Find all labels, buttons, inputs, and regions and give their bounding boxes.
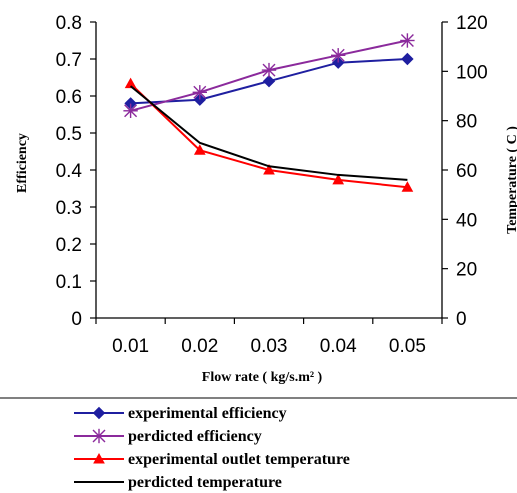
- data-point-0: [401, 52, 414, 66]
- x-tick-label: 0.05: [389, 336, 426, 357]
- legend-marker-2: [93, 452, 105, 464]
- legend-marker-1: [91, 428, 107, 444]
- x-tick-label: 0.02: [181, 336, 218, 357]
- x-tick-label: 0.04: [320, 336, 357, 357]
- legend: experimental efficiency perdicted efficie…: [74, 405, 350, 491]
- legend-marker-0: [92, 406, 106, 420]
- y-left-tick-label: 0.1: [56, 272, 82, 293]
- series-line-3: [129, 85, 408, 181]
- y-axis-label-right: Temperature ( C ): [505, 126, 517, 234]
- legend-label-2: experimental outlet temperature: [128, 451, 350, 468]
- legend-label-0: experimental efficiency: [128, 405, 287, 422]
- data-point-1: [192, 85, 207, 100]
- data-point-0: [331, 56, 345, 69]
- y-left-tick-label: 0.3: [56, 198, 82, 219]
- y-left-tick-label: 0.8: [56, 13, 82, 34]
- y-left-tick-label: 0: [71, 309, 82, 330]
- y-left-tick-label: 0.4: [56, 161, 83, 182]
- data-point-1: [123, 103, 138, 118]
- y-right-tick-label: 60: [456, 161, 477, 182]
- data-point-2: [263, 163, 275, 175]
- y-left-tick-label: 0.7: [56, 50, 82, 71]
- x-tick-label: 0.01: [112, 336, 149, 357]
- y-right-tick-label: 120: [456, 13, 488, 34]
- x-tick-label: 0.03: [251, 336, 288, 357]
- legend-label-1: perdicted efficiency: [128, 428, 262, 445]
- x-axis-label: Flow rate ( kg/s.m² ): [202, 370, 323, 385]
- y-left-tick-label: 0.6: [56, 87, 82, 108]
- data-point-1: [400, 33, 415, 48]
- data-point-2: [401, 181, 414, 192]
- y-axis-label-left: Efficiency: [15, 133, 30, 193]
- y-right-tick-label: 40: [456, 210, 477, 231]
- data-point-2: [124, 77, 137, 89]
- data-point-0: [193, 93, 207, 106]
- data-point-2: [332, 173, 345, 185]
- y-right-tick-label: 20: [456, 260, 477, 281]
- data-point-0: [262, 74, 276, 88]
- y-left-tick-label: 0.2: [56, 235, 82, 256]
- y-right-tick-label: 0: [456, 309, 467, 330]
- y-right-tick-label: 80: [456, 112, 477, 133]
- data-point-2: [193, 144, 206, 155]
- legend-label-3: perdicted temperature: [128, 474, 282, 491]
- y-left-tick-label: 0.5: [56, 124, 82, 145]
- y-right-tick-label: 100: [456, 62, 488, 83]
- data-point-1: [331, 48, 346, 63]
- data-point-1: [261, 62, 277, 78]
